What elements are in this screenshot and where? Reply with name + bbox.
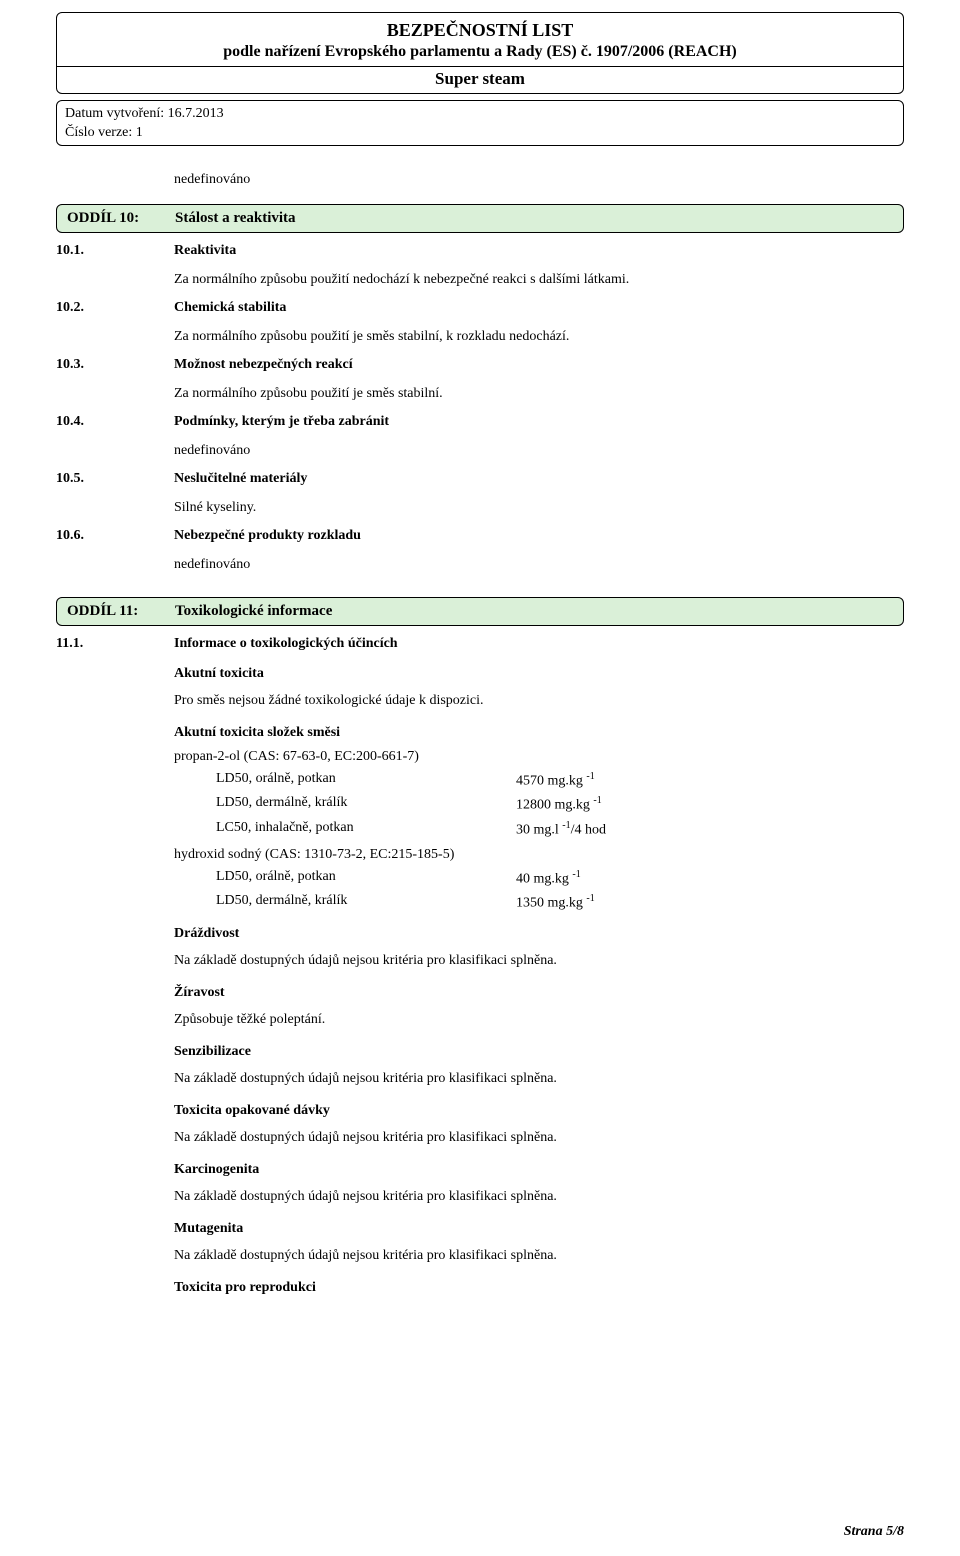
section-10-num: ODDÍL 10:	[67, 210, 175, 227]
section-11-header: ODDÍL 11: Toxikologické informace	[56, 597, 904, 626]
header-title-block: BEZPEČNOSTNÍ LIST podle nařízení Evropsk…	[57, 13, 903, 67]
item-label: Reaktivita	[174, 243, 236, 259]
section-10-header: ODDÍL 10: Stálost a reaktivita	[56, 204, 904, 233]
mutagenicity-text: Na základě dostupných údajů nejsou krité…	[174, 1245, 904, 1266]
irritation-heading: Dráždivost	[174, 926, 904, 942]
header-title-1: BEZPEČNOSTNÍ LIST	[65, 19, 895, 42]
header-product-name: Super steam	[57, 67, 903, 93]
table-row: LD50, dermálně, králík 12800 mg.kg -1	[216, 795, 904, 814]
page-number: Strana 5/8	[844, 1524, 904, 1540]
component-2-line: hydroxid sodný (CAS: 1310-73-2, EC:215-1…	[174, 847, 904, 863]
acute-toxicity-text: Pro směs nejsou žádné toxikologické údaj…	[174, 690, 904, 711]
measure-value: 30 mg.l -1/4 hod	[516, 820, 904, 839]
table-row: LD50, orálně, potkan 4570 mg.kg -1	[216, 771, 904, 790]
sensitization-heading: Senzibilizace	[174, 1044, 904, 1060]
loose-text-before-section-10: nedefinováno	[174, 172, 904, 188]
item-10-5-text: Silné kyseliny.	[174, 497, 904, 518]
header-title-2: podle nařízení Evropského parlamentu a R…	[65, 42, 895, 62]
item-11-1: 11.1. Informace o toxikologických účincí…	[56, 636, 904, 652]
item-label: Možnost nebezpečných reakcí	[174, 357, 353, 373]
corrosivity-heading: Žíravost	[174, 985, 904, 1001]
item-num: 10.3.	[56, 357, 174, 373]
table-row: LC50, inhalačně, potkan 30 mg.l -1/4 hod	[216, 820, 904, 839]
table-row: LD50, dermálně, králík 1350 mg.kg -1	[216, 893, 904, 912]
table-row: LD50, orálně, potkan 40 mg.kg -1	[216, 869, 904, 888]
measure-label: LD50, dermálně, králík	[216, 795, 516, 814]
item-label: Nebezpečné produkty rozkladu	[174, 528, 361, 544]
measure-label: LD50, orálně, potkan	[216, 771, 516, 790]
item-10-5: 10.5. Neslučitelné materiály	[56, 471, 904, 487]
item-10-4-text: nedefinováno	[174, 440, 904, 461]
document-meta: Datum vytvoření: 16.7.2013 Číslo verze: …	[56, 100, 904, 146]
meta-version: Číslo verze: 1	[65, 123, 895, 143]
item-10-3-text: Za normálního způsobu použití je směs st…	[174, 383, 904, 404]
item-10-4: 10.4. Podmínky, kterým je třeba zabránit	[56, 414, 904, 430]
component-1-line: propan-2-ol (CAS: 67-63-0, EC:200-661-7)	[174, 749, 904, 765]
repeated-dose-text: Na základě dostupných údajů nejsou krité…	[174, 1127, 904, 1148]
carcinogenicity-text: Na základě dostupných údajů nejsou krité…	[174, 1186, 904, 1207]
item-num: 10.1.	[56, 243, 174, 259]
mutagenicity-heading: Mutagenita	[174, 1221, 904, 1237]
section-11-title: Toxikologické informace	[175, 603, 893, 620]
measure-label: LD50, dermálně, králík	[216, 893, 516, 912]
corrosivity-text: Způsobuje těžké poleptání.	[174, 1009, 904, 1030]
irritation-text: Na základě dostupných údajů nejsou krité…	[174, 950, 904, 971]
item-label: Chemická stabilita	[174, 300, 286, 316]
item-10-6-text: nedefinováno	[174, 554, 904, 575]
section-11-num: ODDÍL 11:	[67, 603, 175, 620]
page: BEZPEČNOSTNÍ LIST podle nařízení Evropsk…	[0, 0, 960, 1556]
measure-value: 1350 mg.kg -1	[516, 893, 904, 912]
reproductive-toxicity-heading: Toxicita pro reprodukci	[174, 1280, 904, 1296]
item-10-1-text: Za normálního způsobu použití nedochází …	[174, 269, 904, 290]
item-num: 10.6.	[56, 528, 174, 544]
carcinogenicity-heading: Karcinogenita	[174, 1162, 904, 1178]
item-num: 11.1.	[56, 636, 174, 652]
item-10-3: 10.3. Možnost nebezpečných reakcí	[56, 357, 904, 373]
item-num: 10.5.	[56, 471, 174, 487]
item-num: 10.4.	[56, 414, 174, 430]
document-header: BEZPEČNOSTNÍ LIST podle nařízení Evropsk…	[56, 12, 904, 94]
measure-value: 40 mg.kg -1	[516, 869, 904, 888]
meta-date: Datum vytvoření: 16.7.2013	[65, 104, 895, 124]
item-label: Podmínky, kterým je třeba zabránit	[174, 414, 389, 430]
item-label: Informace o toxikologických účincích	[174, 636, 398, 652]
item-num: 10.2.	[56, 300, 174, 316]
item-10-2: 10.2. Chemická stabilita	[56, 300, 904, 316]
measure-label: LD50, orálně, potkan	[216, 869, 516, 888]
section-10-title: Stálost a reaktivita	[175, 210, 893, 227]
acute-toxicity-components-heading: Akutní toxicita složek směsi	[174, 725, 904, 741]
item-10-2-text: Za normálního způsobu použití je směs st…	[174, 326, 904, 347]
acute-toxicity-heading: Akutní toxicita	[174, 666, 904, 682]
repeated-dose-heading: Toxicita opakované dávky	[174, 1103, 904, 1119]
measure-value: 4570 mg.kg -1	[516, 771, 904, 790]
item-10-6: 10.6. Nebezpečné produkty rozkladu	[56, 528, 904, 544]
sensitization-text: Na základě dostupných údajů nejsou krité…	[174, 1068, 904, 1089]
item-label: Neslučitelné materiály	[174, 471, 307, 487]
measure-label: LC50, inhalačně, potkan	[216, 820, 516, 839]
measure-value: 12800 mg.kg -1	[516, 795, 904, 814]
item-10-1: 10.1. Reaktivita	[56, 243, 904, 259]
